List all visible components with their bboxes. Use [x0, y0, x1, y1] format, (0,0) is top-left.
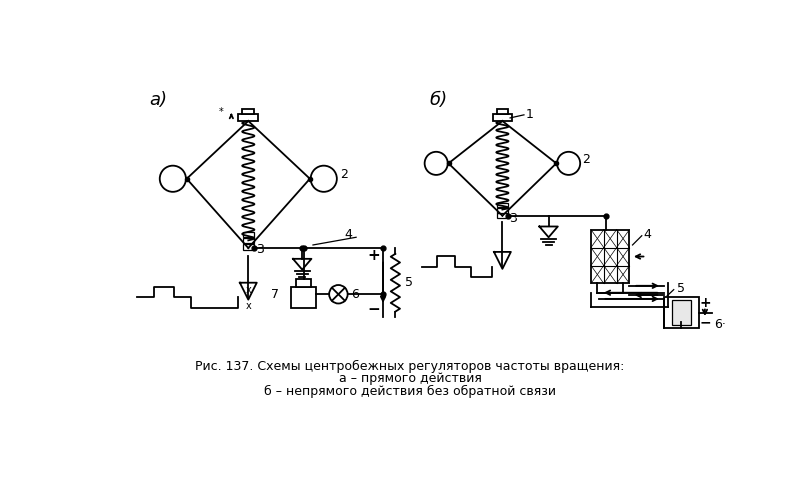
Text: +: + — [367, 248, 380, 263]
Text: 6·: 6· — [714, 318, 726, 331]
Bar — [497, 109, 508, 114]
Text: x: x — [246, 301, 251, 311]
Text: −: − — [367, 302, 380, 317]
Text: б – непрямого действия без обратной связи: б – непрямого действия без обратной связ… — [264, 385, 556, 398]
Bar — [243, 244, 254, 249]
Text: 7: 7 — [271, 288, 279, 301]
Text: 4: 4 — [345, 228, 352, 241]
Text: x: x — [246, 285, 251, 295]
Text: 5: 5 — [678, 282, 686, 295]
Text: 4: 4 — [643, 228, 651, 241]
Bar — [591, 230, 630, 284]
Text: *: * — [219, 107, 224, 117]
Text: 6: 6 — [350, 288, 358, 301]
Text: 3: 3 — [256, 243, 264, 256]
Text: 2: 2 — [340, 168, 348, 181]
Text: 1: 1 — [526, 108, 534, 121]
Bar — [664, 297, 698, 328]
Bar — [238, 114, 258, 121]
Bar — [672, 300, 691, 325]
Text: Рис. 137. Схемы центробежных регуляторов частоты вращения:: Рис. 137. Схемы центробежных регуляторов… — [195, 360, 625, 373]
Bar — [493, 114, 512, 121]
Bar — [243, 232, 254, 237]
Bar — [497, 213, 508, 218]
Bar — [296, 279, 311, 287]
Bar — [243, 238, 254, 244]
Text: а): а) — [150, 91, 168, 109]
Text: а – прямого действия: а – прямого действия — [338, 372, 482, 386]
Bar — [497, 202, 508, 207]
Text: 5: 5 — [405, 276, 413, 289]
Bar — [497, 208, 508, 213]
Text: 2: 2 — [582, 153, 590, 166]
Text: 3: 3 — [510, 212, 518, 225]
Bar — [291, 287, 316, 308]
Text: −: − — [699, 315, 710, 329]
Text: +: + — [699, 297, 710, 310]
Text: б): б) — [430, 91, 447, 109]
Bar — [242, 109, 254, 114]
